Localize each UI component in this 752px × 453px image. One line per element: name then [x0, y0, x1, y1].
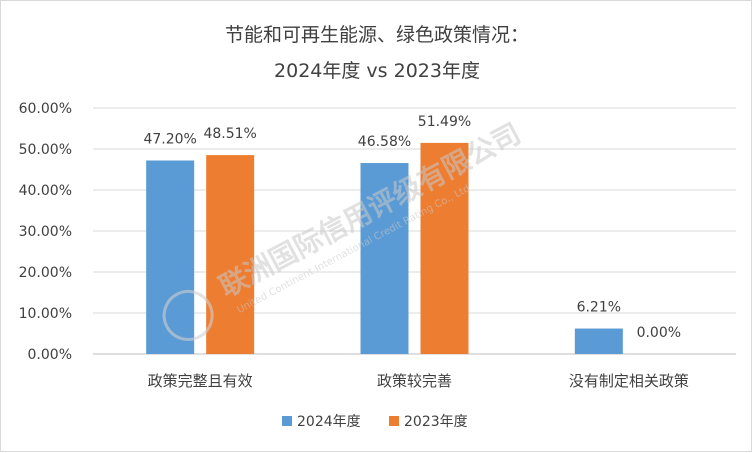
data-label: 51.49% — [418, 114, 471, 130]
y-tick-label: 10.00% — [19, 306, 72, 322]
bar-2024-2 — [574, 328, 623, 354]
bar-2023-0 — [206, 155, 255, 354]
bar-2024-0 — [146, 160, 195, 354]
chart-title: 节能和可再生能源、绿色政策情况： — [225, 24, 529, 46]
y-tick-label: 0.00% — [28, 347, 72, 363]
x-category-label: 政策完整且有效 — [148, 372, 253, 390]
y-tick-label: 30.00% — [19, 224, 72, 240]
y-axis-tick-labels: 0.00% 10.00% 20.00% 30.00% 40.00% 50.00% 60.00… — [19, 101, 72, 363]
legend-label: 2023年度 — [404, 414, 468, 430]
data-label: 6.21% — [577, 300, 621, 316]
x-category-label: 没有制定相关政策 — [569, 372, 689, 390]
y-tick-label: 40.00% — [19, 183, 72, 199]
y-tick-label: 60.00% — [19, 101, 72, 117]
data-label: 46.58% — [358, 134, 411, 150]
legend: 2024年度 2023年度 — [282, 414, 468, 430]
data-label: 0.00% — [637, 325, 681, 341]
bar-2023-1 — [420, 142, 469, 354]
y-tick-label: 50.00% — [19, 142, 72, 158]
data-label: 47.20% — [143, 131, 196, 147]
bars — [146, 142, 623, 354]
y-tick-label: 20.00% — [19, 265, 72, 281]
chart-subtitle: 2024年度 vs 2023年度 — [274, 60, 480, 82]
x-axis-category-labels: 政策完整且有效 政策较完善 没有制定相关政策 — [148, 372, 689, 390]
legend-swatch — [389, 416, 399, 426]
legend-label: 2024年度 — [297, 414, 361, 430]
data-labels: 47.20% 48.51% 46.58% 51.49% 6.21% 0.00% — [143, 114, 681, 341]
gridlines — [93, 107, 736, 355]
legend-swatch — [282, 416, 292, 426]
data-label: 48.51% — [203, 126, 256, 142]
x-category-label: 政策较完善 — [377, 372, 452, 390]
bar-2024-1 — [360, 163, 409, 354]
